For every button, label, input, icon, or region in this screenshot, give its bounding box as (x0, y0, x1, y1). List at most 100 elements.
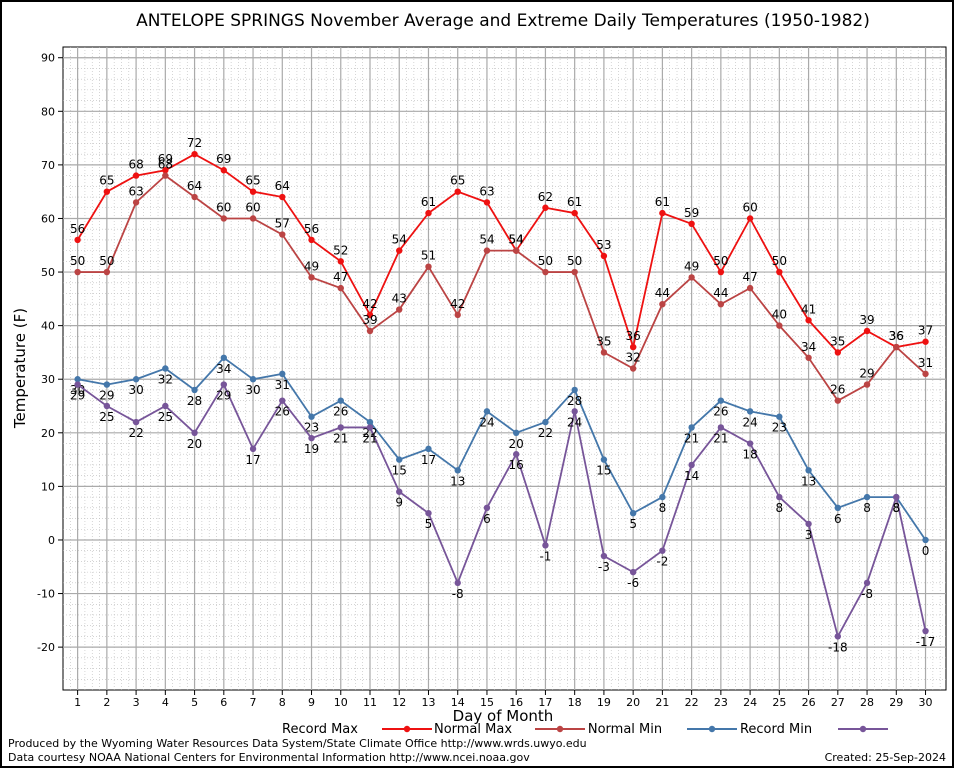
data-label: 35 (830, 334, 845, 348)
data-label: 65 (450, 174, 465, 188)
data-label: 36 (889, 329, 904, 343)
data-label: 35 (596, 334, 611, 348)
data-point (834, 504, 842, 512)
data-label: 15 (392, 464, 407, 478)
data-label: 53 (596, 238, 611, 252)
x-tick-label: 17 (538, 696, 552, 709)
x-tick-label: 4 (162, 696, 169, 709)
data-point (162, 167, 169, 174)
data-point (863, 327, 871, 335)
data-point (659, 209, 666, 217)
data-point (659, 493, 666, 501)
data-point (74, 268, 81, 276)
data-point (366, 311, 374, 319)
data-label: 8 (892, 501, 900, 515)
data-label: 22 (128, 426, 143, 440)
series-line (77, 382, 927, 639)
data-label: 43 (392, 292, 407, 306)
data-label: 59 (684, 206, 699, 220)
data-point (805, 520, 812, 528)
data-label: 39 (362, 313, 377, 327)
data-label: 47 (333, 270, 348, 284)
data-label: 26 (333, 405, 348, 419)
data-label: 31 (275, 378, 290, 392)
data-label: 39 (859, 313, 874, 327)
data-point (308, 236, 315, 244)
data-point (776, 322, 783, 329)
x-tick-label: 12 (392, 696, 406, 709)
data-point (220, 381, 228, 388)
data-point (74, 236, 81, 244)
data-label: 32 (626, 351, 641, 365)
data-point (103, 268, 111, 276)
data-point (279, 231, 286, 238)
y-tick-label: 30 (41, 373, 55, 386)
legend-marker (708, 725, 716, 733)
data-point (922, 627, 929, 635)
x-tick-label: 8 (279, 696, 286, 709)
data-point (571, 268, 578, 276)
data-point (103, 188, 111, 195)
data-point (629, 365, 637, 372)
data-point (191, 193, 198, 201)
data-point (629, 509, 637, 517)
data-point (337, 258, 344, 265)
data-point (746, 440, 754, 447)
x-tick-label: 19 (597, 696, 611, 709)
data-label: 54 (509, 233, 524, 247)
data-point (922, 536, 929, 544)
x-tick-label: 7 (250, 696, 257, 709)
data-label: 24 (567, 415, 582, 429)
data-point (425, 209, 432, 217)
y-tick-label: 40 (41, 320, 55, 333)
data-point (863, 381, 871, 388)
x-tick-label: 16 (509, 696, 523, 709)
data-point (366, 424, 374, 431)
data-point (483, 504, 491, 512)
data-label: 63 (128, 184, 143, 198)
data-point (834, 349, 842, 356)
data-point (600, 552, 608, 560)
data-point (103, 381, 111, 388)
data-label: 28 (187, 394, 202, 408)
series-line (76, 153, 926, 354)
data-point (279, 370, 286, 378)
data-label: 29 (70, 389, 85, 403)
data-point (512, 429, 520, 436)
data-point (600, 456, 608, 463)
data-label: 65 (99, 174, 114, 188)
data-label: 8 (892, 501, 900, 515)
data-label: 3 (805, 528, 813, 542)
data-label: 50 (567, 254, 582, 268)
data-label: -17 (916, 635, 936, 649)
data-label: 14 (684, 469, 699, 483)
data-point (220, 215, 228, 222)
data-label: 49 (304, 259, 319, 273)
data-label: 50 (70, 254, 85, 268)
legend-label: Record Max (282, 722, 358, 737)
data-label: 16 (509, 458, 524, 472)
data-label: 30 (128, 383, 143, 397)
data-point (717, 397, 725, 404)
data-label: 72 (187, 136, 202, 150)
data-label: 5 (425, 517, 433, 531)
data-point (396, 247, 403, 254)
data-label: 54 (392, 233, 407, 247)
data-label: -18 (828, 640, 848, 654)
data-point (483, 199, 491, 206)
data-point (191, 386, 198, 394)
data-label: 52 (333, 243, 348, 257)
x-tick-label: 18 (568, 696, 582, 709)
data-label: 6 (483, 512, 491, 526)
data-point (249, 188, 257, 195)
data-point (893, 343, 900, 351)
data-label: 13 (450, 474, 465, 488)
data-label: 61 (421, 195, 436, 209)
data-point (922, 370, 929, 378)
data-label: 15 (596, 464, 611, 478)
y-tick-label: 0 (48, 534, 55, 547)
data-label: 32 (158, 373, 173, 387)
data-label: 50 (713, 254, 728, 268)
data-point (542, 418, 549, 426)
